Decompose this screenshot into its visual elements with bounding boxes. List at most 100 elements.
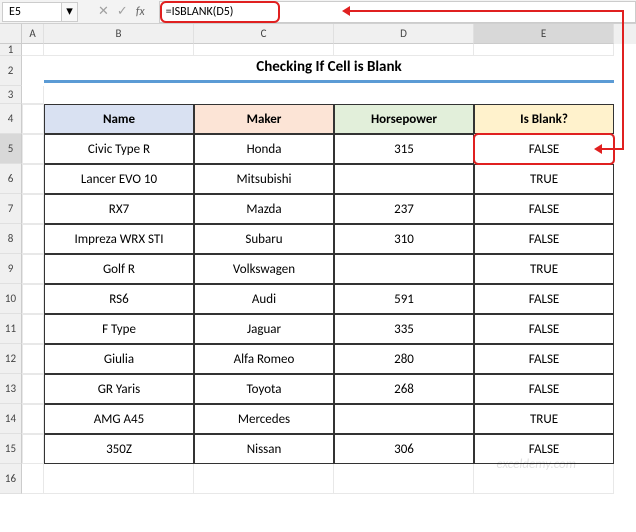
row-header-2[interactable]: 2 [0, 56, 22, 86]
cell-isblank[interactable]: FALSE [474, 194, 614, 224]
cell-hp[interactable]: 237 [334, 194, 474, 224]
cell-name[interactable]: GR Yaris [44, 374, 194, 404]
title-cell[interactable]: Checking If Cell is Blank [44, 56, 614, 86]
cell-D1[interactable] [334, 44, 474, 56]
cell-maker[interactable]: Honda [194, 134, 334, 164]
row-header-15[interactable]: 15 [0, 434, 22, 464]
cell-isblank[interactable]: FALSE [474, 434, 614, 464]
cell-maker[interactable]: Toyota [194, 374, 334, 404]
cell-name[interactable]: Golf R [44, 254, 194, 284]
cell-isblank[interactable]: FALSE [474, 224, 614, 254]
cell-isblank[interactable]: TRUE [474, 164, 614, 194]
header-isblank[interactable]: Is Blank? [474, 104, 614, 134]
cell-hp[interactable]: 306 [334, 434, 474, 464]
cell-E16[interactable] [474, 464, 614, 494]
cell-maker[interactable]: Audi [194, 284, 334, 314]
cell-B3[interactable] [44, 86, 194, 104]
cell-isblank[interactable]: FALSE [474, 374, 614, 404]
row-header-3[interactable]: 3 [0, 86, 22, 104]
cell-name[interactable]: Giulia [44, 344, 194, 374]
cell-name[interactable]: 350Z [44, 434, 194, 464]
cell-A5[interactable] [22, 134, 44, 164]
header-name[interactable]: Name [44, 104, 194, 134]
col-header-B[interactable]: B [44, 24, 194, 44]
cell-A13[interactable] [22, 374, 44, 404]
cell-name[interactable]: Civic Type R [44, 134, 194, 164]
row-header-4[interactable]: 4 [0, 104, 22, 134]
cell-maker[interactable]: Mitsubishi [194, 164, 334, 194]
row-header-13[interactable]: 13 [0, 374, 22, 404]
cell-hp[interactable]: 310 [334, 224, 474, 254]
col-header-C[interactable]: C [194, 24, 334, 44]
cell-A7[interactable] [22, 194, 44, 224]
row-header-11[interactable]: 11 [0, 314, 22, 344]
header-horsepower[interactable]: Horsepower [334, 104, 474, 134]
cell-A8[interactable] [22, 224, 44, 254]
cell-A15[interactable] [22, 434, 44, 464]
cell-maker[interactable]: Mazda [194, 194, 334, 224]
col-header-D[interactable]: D [334, 24, 474, 44]
name-box-dropdown[interactable]: ▾ [62, 2, 78, 22]
col-header-A[interactable]: A [22, 24, 44, 44]
cell-maker[interactable]: Mercedes [194, 404, 334, 434]
cell-hp[interactable]: 315 [334, 134, 474, 164]
row-header-12[interactable]: 12 [0, 344, 22, 374]
row-header-8[interactable]: 8 [0, 224, 22, 254]
cell-A12[interactable] [22, 344, 44, 374]
row-header-6[interactable]: 6 [0, 164, 22, 194]
cell-maker[interactable]: Jaguar [194, 314, 334, 344]
header-maker[interactable]: Maker [194, 104, 334, 134]
cell-hp[interactable]: 591 [334, 284, 474, 314]
cell-name[interactable]: F Type [44, 314, 194, 344]
cell-C16[interactable] [194, 464, 334, 494]
cell-maker[interactable]: Nissan [194, 434, 334, 464]
cell-hp[interactable] [334, 254, 474, 284]
cell-A10[interactable] [22, 284, 44, 314]
cell-A6[interactable] [22, 164, 44, 194]
cell-hp[interactable]: 268 [334, 374, 474, 404]
cell-hp[interactable] [334, 404, 474, 434]
confirm-icon[interactable]: ✓ [117, 4, 128, 19]
row-header-16[interactable]: 16 [0, 464, 22, 494]
cell-isblank[interactable]: TRUE [474, 404, 614, 434]
cell-A11[interactable] [22, 314, 44, 344]
cell-C3[interactable] [194, 86, 334, 104]
name-box[interactable]: E5 [2, 2, 62, 22]
cell-A2[interactable] [22, 56, 44, 86]
cell-name[interactable]: Lancer EVO 10 [44, 164, 194, 194]
cell-maker[interactable]: Subaru [194, 224, 334, 254]
cancel-icon[interactable]: ✕ [98, 4, 109, 19]
cell-A3[interactable] [22, 86, 44, 104]
row-header-5[interactable]: 5 [0, 134, 22, 164]
cell-isblank[interactable]: FALSE [474, 314, 614, 344]
cell-name[interactable]: RX7 [44, 194, 194, 224]
cell-maker[interactable]: Alfa Romeo [194, 344, 334, 374]
row-header-10[interactable]: 10 [0, 284, 22, 314]
cell-name[interactable]: RS6 [44, 284, 194, 314]
row-header-14[interactable]: 14 [0, 404, 22, 434]
row-header-1[interactable]: 1 [0, 44, 22, 56]
cell-A16[interactable] [22, 464, 44, 494]
cell-B1[interactable] [44, 44, 194, 56]
row-header-7[interactable]: 7 [0, 194, 22, 224]
cell-hp[interactable]: 280 [334, 344, 474, 374]
cell-A1[interactable] [22, 44, 44, 56]
row-header-9[interactable]: 9 [0, 254, 22, 284]
cell-E1[interactable] [474, 44, 614, 56]
cell-name[interactable]: Impreza WRX STI [44, 224, 194, 254]
cell-D16[interactable] [334, 464, 474, 494]
cell-C1[interactable] [194, 44, 334, 56]
cell-isblank-selected[interactable]: FALSE [474, 134, 614, 164]
cell-isblank[interactable]: FALSE [474, 344, 614, 374]
select-all-corner[interactable] [0, 24, 22, 44]
cell-maker[interactable]: Volkswagen [194, 254, 334, 284]
cell-E3[interactable] [474, 86, 614, 104]
cell-isblank[interactable]: FALSE [474, 284, 614, 314]
cell-B16[interactable] [44, 464, 194, 494]
cell-hp[interactable]: 335 [334, 314, 474, 344]
cell-isblank[interactable]: TRUE [474, 254, 614, 284]
cell-hp[interactable] [334, 164, 474, 194]
cell-A9[interactable] [22, 254, 44, 284]
cell-name[interactable]: AMG A45 [44, 404, 194, 434]
formula-input[interactable]: =ISBLANK(D5) [160, 5, 240, 19]
